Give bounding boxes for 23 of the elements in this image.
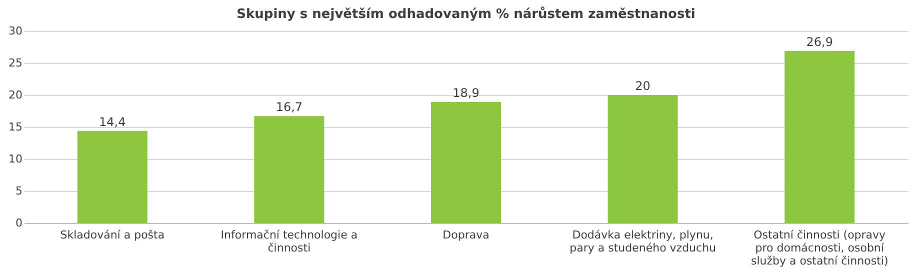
y-tick-label: 30 (8, 24, 22, 38)
y-tick-label: 5 (16, 184, 22, 198)
x-tick-label: Dodávka elektriny, plynu, pary a studeného vzduchu (570, 228, 716, 254)
bar (77, 130, 148, 223)
data-label: 18,9 (452, 86, 480, 100)
y-tick-label: 10 (8, 152, 22, 166)
y-tick-label: 0 (16, 216, 22, 230)
data-label: 26,9 (806, 34, 833, 49)
y-tick-label: 15 (8, 120, 22, 134)
x-tick-label: Skladování a pošta (60, 228, 165, 242)
bar (431, 102, 501, 223)
x-tick-label: Doprava (442, 228, 490, 242)
data-label: 16,7 (276, 100, 303, 114)
data-label: 14,4 (99, 114, 126, 129)
y-tick-label: 25 (8, 56, 22, 70)
bar (608, 95, 678, 223)
x-tick-label: Informační technologie a činnosti (220, 228, 358, 254)
chart-title: Skupiny s největším odhadovaným % nárůstem zaměstnanosti (236, 6, 696, 22)
bar (784, 50, 855, 223)
y-tick-label: 20 (8, 88, 22, 102)
data-label: 20 (635, 79, 650, 93)
x-tick-label: Ostatní činnosti (opravy pro domácnosti, osobní služby a ostatní činnosti) (750, 228, 888, 268)
bar (254, 116, 324, 223)
